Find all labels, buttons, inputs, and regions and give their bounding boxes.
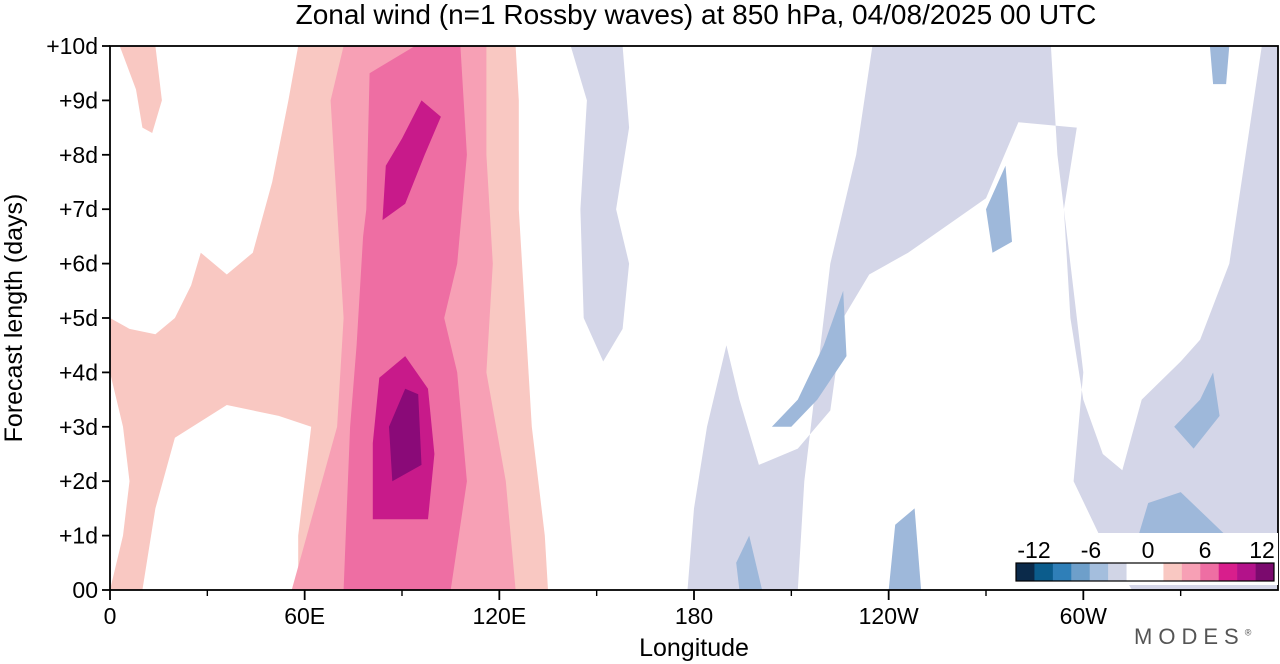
- contour-region-10: [736, 535, 763, 590]
- y-tick-label: +3d: [59, 414, 98, 440]
- y-tick-label: +4d: [59, 359, 98, 385]
- modes-logo: MODES®: [1134, 624, 1251, 650]
- y-tick-label: +2d: [59, 468, 98, 494]
- contour-region-13: [986, 165, 1012, 253]
- y-tick-label: +9d: [59, 87, 98, 113]
- colorbar-swatch: [1145, 563, 1164, 581]
- y-tick-label: +1d: [59, 523, 98, 549]
- colorbar-swatch: [1181, 563, 1201, 581]
- colorbar-swatch: [1108, 563, 1127, 581]
- contour-region-0: [119, 46, 162, 133]
- y-tick-label: +7d: [59, 196, 98, 222]
- y-tick-label: +8d: [59, 142, 98, 168]
- logo-text: MODES: [1134, 624, 1245, 649]
- registered-mark: ®: [1244, 627, 1252, 638]
- colorbar-label: 12: [1249, 537, 1275, 563]
- colorbar-swatch: [1052, 563, 1072, 581]
- colorbar-label: 6: [1199, 537, 1212, 563]
- y-tick-label: +6d: [59, 251, 98, 277]
- contour-region-16: [1209, 46, 1230, 85]
- colorbar-swatch: [1163, 563, 1183, 581]
- x-tick-label: 60W: [1060, 603, 1108, 629]
- x-tick-label: 0: [104, 603, 117, 629]
- x-tick-label: 120W: [859, 603, 919, 629]
- y-tick-label: +5d: [59, 305, 98, 331]
- chart-title: Zonal wind (n=1 Rossby waves) at 850 hPa…: [296, 0, 1097, 30]
- colorbar-swatch: [1126, 563, 1146, 581]
- plot-frame: [109, 45, 1279, 591]
- contour-region-8: [570, 46, 630, 362]
- y-tick-label: 00: [72, 577, 98, 603]
- colorbar-frame: [1015, 562, 1275, 582]
- colorbar-swatch: [1089, 563, 1109, 581]
- x-axis-label: Longitude: [639, 634, 749, 662]
- contour-region-11: [888, 508, 922, 590]
- colorbar: -12 -6 0 6 12: [1008, 533, 1278, 585]
- colorbar-swatch: [1200, 563, 1220, 581]
- x-tick-label: 180: [675, 603, 713, 629]
- colorbar-swatch: [1255, 563, 1275, 581]
- colorbar-label: -12: [1017, 537, 1050, 563]
- contour-region-9: [687, 46, 1278, 590]
- y-axis-label: Forecast length (days): [0, 194, 28, 443]
- y-tick-label: +10d: [46, 33, 98, 59]
- contour-region-15: [1174, 372, 1220, 449]
- contour-region-7: [389, 388, 422, 482]
- colorbar-swatch: [1016, 563, 1035, 581]
- plot-area: [110, 46, 1278, 590]
- x-tick-label: 120E: [472, 603, 526, 629]
- colorbar-label: 0: [1142, 537, 1155, 563]
- colorbar-swatch: [1218, 563, 1238, 581]
- y-axis: 00 +1d +2d +3d +4d +5d +6d +7d +8d +9d +10d: [46, 33, 110, 603]
- contour-region-12: [771, 290, 847, 427]
- x-tick-label: 60E: [284, 603, 325, 629]
- colorbar-swatch: [1071, 563, 1091, 581]
- colorbar-swatch: [1237, 563, 1256, 581]
- x-axis: 0 60E 120E 180 120W 60W: [104, 590, 1182, 629]
- colorbar-swatch: [1034, 563, 1054, 581]
- colorbar-label: -6: [1081, 537, 1101, 563]
- contour-region-6: [382, 100, 441, 221]
- contour-region-14: [1135, 492, 1227, 547]
